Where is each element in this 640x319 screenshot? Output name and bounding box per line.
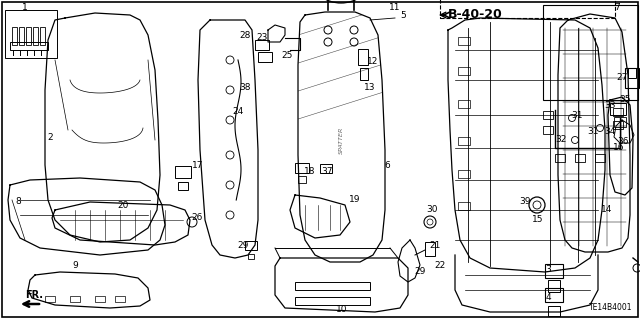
Text: 33: 33 [604,100,616,109]
Text: 35: 35 [620,95,631,105]
Text: 13: 13 [364,84,376,93]
Bar [458,67,470,75]
Text: B-40-20: B-40-20 [448,9,503,21]
Bar [10,42,48,50]
Bar [95,296,105,302]
Text: 7: 7 [614,4,620,12]
Text: 8: 8 [15,197,21,206]
Bar [625,68,639,88]
Bar [298,176,306,183]
Bar [458,37,470,45]
Bar [458,100,470,108]
Bar [358,49,368,65]
Bar [248,254,254,259]
Bar [614,117,626,127]
Text: 16: 16 [613,144,625,152]
Text: TE14B4001: TE14B4001 [589,303,632,313]
Text: 29: 29 [237,241,249,249]
Bar [543,111,553,119]
Bar [545,288,563,302]
Bar [33,27,38,45]
Text: 17: 17 [192,160,204,169]
Text: 39: 39 [519,197,531,206]
Text: 2: 2 [47,133,53,143]
Text: 31: 31 [588,128,599,137]
Bar [295,163,309,173]
Bar [19,27,24,45]
Bar [458,202,470,210]
Bar [70,296,80,302]
Bar [45,296,55,302]
Bar [548,280,560,292]
Text: 21: 21 [429,241,441,249]
Text: 31: 31 [572,110,583,120]
Bar [5,10,57,58]
Bar [26,27,31,45]
Text: 28: 28 [239,31,251,40]
Text: 3: 3 [545,265,551,275]
Text: 10: 10 [336,306,348,315]
Text: 19: 19 [349,196,361,204]
Bar [575,154,585,162]
Text: 5: 5 [400,11,406,19]
Bar [628,68,636,78]
Bar [425,242,435,256]
Bar [440,0,615,18]
Text: 24: 24 [232,108,244,116]
Bar [258,52,272,62]
Bar [613,108,623,116]
Text: 26: 26 [191,213,203,222]
Bar [115,296,125,302]
Bar [245,241,257,250]
Text: 9: 9 [72,261,78,270]
Bar [320,164,332,173]
Text: 18: 18 [304,167,316,176]
Bar [543,5,638,100]
Text: 37: 37 [321,167,333,176]
Bar [613,121,623,129]
Bar [178,182,188,190]
Bar [610,103,626,115]
Text: 30: 30 [426,205,438,214]
Bar [12,27,17,45]
Bar [595,154,605,162]
Bar [543,126,553,134]
Text: 27: 27 [616,73,628,83]
Text: 25: 25 [282,50,292,60]
Text: 20: 20 [117,201,129,210]
Text: 32: 32 [556,136,566,145]
Bar [295,297,370,305]
Bar [458,170,470,178]
Text: 11: 11 [389,4,401,12]
Bar [175,166,191,178]
Text: 14: 14 [602,205,612,214]
Text: 23: 23 [256,33,268,42]
Bar [458,137,470,145]
Text: 1: 1 [22,4,28,12]
Bar [40,27,45,45]
Text: 29: 29 [414,268,426,277]
Text: 34: 34 [604,128,616,137]
Bar [255,40,269,50]
Bar [548,306,560,316]
Text: 15: 15 [532,216,544,225]
Text: SPATTER: SPATTER [339,126,344,154]
Text: 12: 12 [367,57,379,66]
Bar [555,154,565,162]
Bar [360,68,368,80]
Bar [295,282,370,290]
Text: FR.: FR. [25,290,43,300]
Text: 38: 38 [239,84,251,93]
Text: 36: 36 [617,137,628,146]
Bar [545,264,563,278]
Text: 6: 6 [384,160,390,169]
Text: 22: 22 [435,261,445,270]
Text: 4: 4 [545,293,551,301]
